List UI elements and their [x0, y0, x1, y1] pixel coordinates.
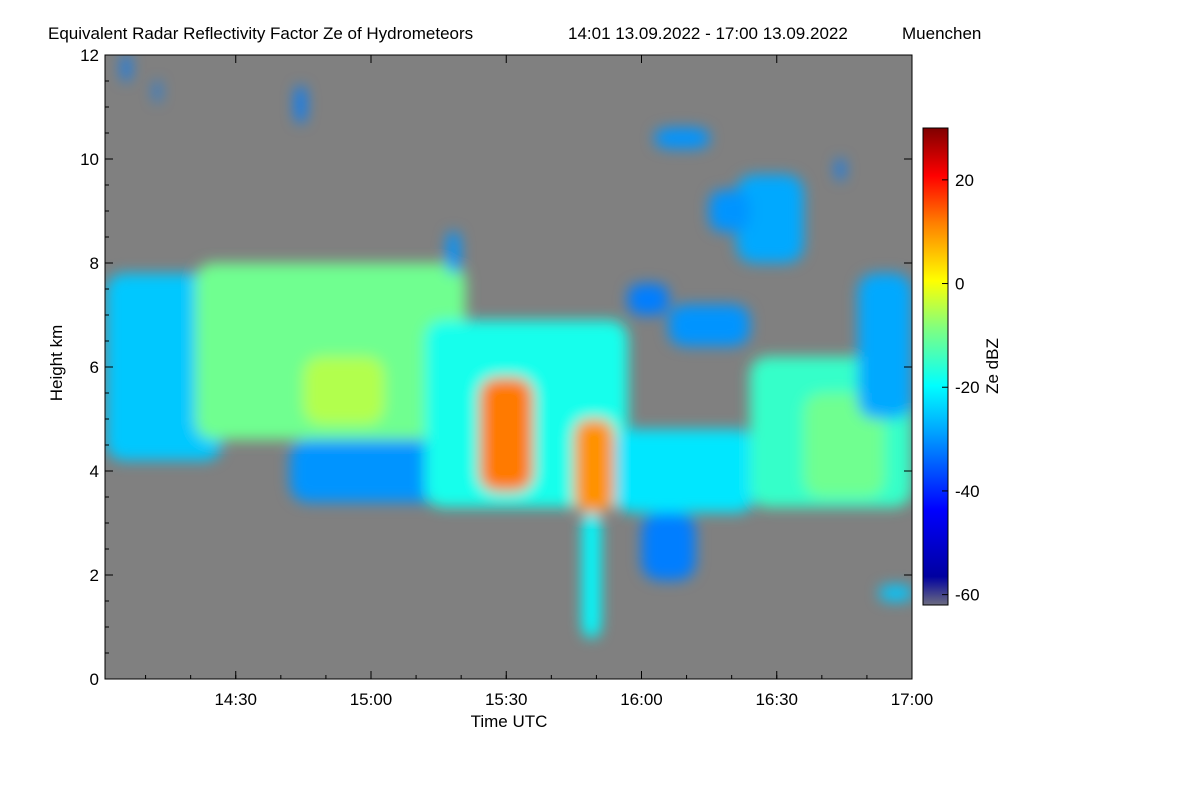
echo-region-15 — [627, 283, 669, 315]
echo-region-17 — [736, 174, 804, 263]
echo-region-22 — [154, 81, 161, 102]
colorbar-tick-label: 0 — [955, 275, 964, 294]
x-tick-label: 14:30 — [214, 690, 257, 709]
x-axis: 14:30 15:00 15:30 16:00 16:30 17:00 — [145, 55, 934, 709]
echo-region-10 — [641, 512, 696, 581]
echo-region-14 — [668, 304, 750, 347]
x-tick-label: 15:30 — [485, 690, 528, 709]
echo-region-1 — [105, 273, 223, 461]
chart-location: Muenchen — [902, 24, 981, 43]
x-axis-label: Time UTC — [471, 712, 548, 731]
x-tick-label: 16:00 — [620, 690, 663, 709]
colorbar-tick-label: -60 — [955, 586, 980, 605]
echo-region-6 — [479, 377, 534, 492]
y-tick-label: 4 — [90, 462, 99, 481]
echo-region-16 — [655, 127, 710, 149]
colorbar-ticks: -60 -40 -20 0 20 — [942, 171, 980, 605]
y-axis: 0 2 4 6 8 10 12 — [80, 46, 912, 689]
y-tick-label: 0 — [90, 670, 99, 689]
chart-period: 14:01 13.09.2022 - 17:00 13.09.2022 — [568, 24, 848, 43]
echo-region-20 — [295, 86, 307, 123]
y-tick-label: 6 — [90, 358, 99, 377]
echo-region-8 — [581, 512, 601, 638]
echo-region-9 — [614, 429, 756, 513]
colorbar-label: Ze dBZ — [983, 338, 1002, 394]
echo-region-7 — [573, 419, 615, 513]
y-tick-label: 10 — [80, 150, 99, 169]
chart-title: Equivalent Radar Reflectivity Factor Ze … — [48, 24, 473, 43]
echo-region-12 — [803, 393, 885, 497]
echo-region-23 — [836, 159, 845, 180]
echo-region-13 — [857, 273, 912, 419]
colorbar-tick-label: -40 — [955, 482, 980, 501]
y-axis-label: Height km — [47, 325, 66, 402]
echo-region-18 — [709, 190, 750, 232]
colorbar — [922, 127, 949, 606]
echo-region-21 — [122, 55, 131, 81]
x-tick-label: 16:30 — [755, 690, 798, 709]
echo-region-2 — [195, 263, 466, 440]
y-tick-label: 2 — [90, 566, 99, 585]
colorbar-tick-label: 20 — [955, 171, 974, 190]
echo-region-19 — [446, 231, 461, 274]
echo-region-24 — [879, 585, 912, 601]
y-tick-label: 12 — [80, 46, 99, 65]
x-tick-label: 17:00 — [891, 690, 934, 709]
echo-region-3 — [303, 356, 385, 425]
y-tick-label: 8 — [90, 254, 99, 273]
colorbar-tick-label: -20 — [955, 378, 980, 397]
x-tick-label: 15:00 — [350, 690, 393, 709]
reflectivity-features — [105, 55, 912, 638]
